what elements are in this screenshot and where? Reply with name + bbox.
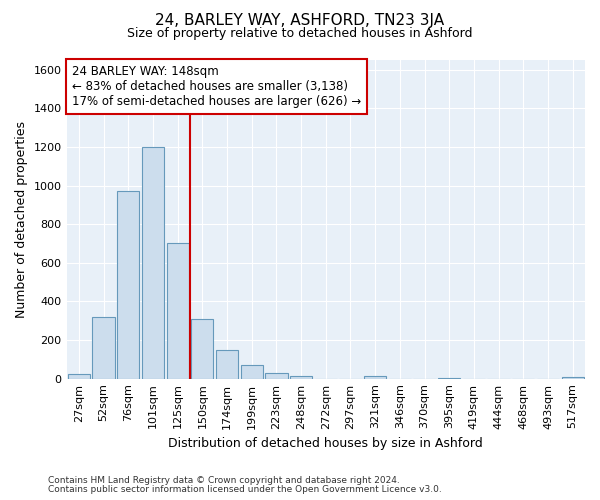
Bar [364, 376, 386, 378]
Bar [191, 319, 214, 378]
Text: 24, BARLEY WAY, ASHFORD, TN23 3JA: 24, BARLEY WAY, ASHFORD, TN23 3JA [155, 12, 445, 28]
Bar [216, 350, 238, 378]
Bar [117, 192, 139, 378]
Text: Size of property relative to detached houses in Ashford: Size of property relative to detached ho… [127, 28, 473, 40]
Bar [562, 376, 584, 378]
Text: Contains public sector information licensed under the Open Government Licence v3: Contains public sector information licen… [48, 485, 442, 494]
Bar [167, 244, 189, 378]
Bar [92, 317, 115, 378]
Text: Contains HM Land Registry data © Crown copyright and database right 2024.: Contains HM Land Registry data © Crown c… [48, 476, 400, 485]
X-axis label: Distribution of detached houses by size in Ashford: Distribution of detached houses by size … [169, 437, 483, 450]
Bar [290, 376, 312, 378]
Bar [265, 373, 287, 378]
Bar [142, 147, 164, 378]
Y-axis label: Number of detached properties: Number of detached properties [15, 121, 28, 318]
Text: 24 BARLEY WAY: 148sqm
← 83% of detached houses are smaller (3,138)
17% of semi-d: 24 BARLEY WAY: 148sqm ← 83% of detached … [72, 65, 361, 108]
Bar [241, 365, 263, 378]
Bar [68, 374, 90, 378]
